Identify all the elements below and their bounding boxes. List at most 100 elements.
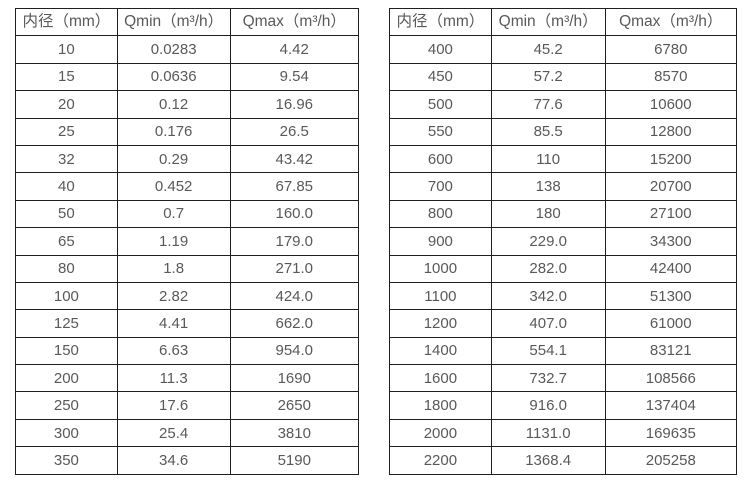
cell-qmin: 4.41	[116, 309, 231, 338]
cell-diameter: 40	[15, 172, 118, 201]
cell-qmax: 61000	[604, 309, 738, 338]
cell-qmax: 169635	[604, 418, 738, 448]
cell-qmax: 8570	[604, 62, 738, 92]
table-header: 内径（mm） Qmin（m³/h） Qmax（m³/h）	[389, 7, 738, 37]
cell-diameter: 50	[15, 199, 118, 229]
cell-diameter: 900	[389, 227, 492, 256]
cell-diameter: 1600	[389, 364, 492, 393]
column-header-qmax: Qmax（m³/h）	[604, 7, 738, 37]
cell-qmax: 34300	[604, 227, 738, 256]
cell-qmax: 5190	[229, 446, 360, 475]
table-row: 10 0.0283 4.42	[15, 35, 360, 64]
cell-qmax: 3810	[229, 418, 360, 448]
cell-qmin: 0.452	[116, 172, 231, 201]
cell-qmax: 6780	[604, 35, 738, 64]
cell-diameter: 15	[15, 62, 118, 92]
table-row: 100 2.82 424.0	[15, 281, 360, 311]
column-header-diameter: 内径（mm）	[15, 7, 118, 37]
cell-qmin: 0.0283	[116, 35, 231, 64]
table-row: 1100 342.0 51300	[389, 281, 738, 311]
cell-qmin: 282.0	[490, 254, 606, 283]
cell-diameter: 500	[389, 90, 492, 119]
table-row: 1400 554.1 83121	[389, 336, 738, 366]
cell-qmax: 10600	[604, 90, 738, 119]
table-row: 550 85.5 12800	[389, 117, 738, 146]
cell-qmax: 67.85	[229, 172, 360, 201]
cell-diameter: 400	[389, 35, 492, 64]
cell-qmin: 110	[490, 144, 606, 174]
table-row: 400 45.2 6780	[389, 35, 738, 64]
cell-diameter: 80	[15, 254, 118, 283]
cell-qmax: 137404	[604, 391, 738, 420]
table-row: 200 11.3 1690	[15, 364, 360, 393]
table-row: 800 180 27100	[389, 199, 738, 229]
cell-diameter: 20	[15, 90, 118, 119]
cell-qmax: 26.5	[229, 117, 360, 146]
cell-diameter: 1200	[389, 309, 492, 338]
table-row: 2000 1131.0 169635	[389, 418, 738, 448]
cell-qmin: 25.4	[116, 418, 231, 448]
cell-qmax: 27100	[604, 199, 738, 229]
cell-qmin: 554.1	[490, 336, 606, 366]
table-row: 300 25.4 3810	[15, 418, 360, 448]
cell-qmin: 34.6	[116, 446, 231, 475]
table-row: 125 4.41 662.0	[15, 309, 360, 338]
cell-diameter: 2200	[389, 446, 492, 475]
table-row: 700 138 20700	[389, 172, 738, 201]
cell-qmax: 954.0	[229, 336, 360, 366]
cell-qmin: 180	[490, 199, 606, 229]
table-row: 40 0.452 67.85	[15, 172, 360, 201]
cell-diameter: 1100	[389, 281, 492, 311]
table-row: 250 17.6 2650	[15, 391, 360, 420]
cell-qmax: 9.54	[229, 62, 360, 92]
cell-diameter: 25	[15, 117, 118, 146]
table-row: 1600 732.7 108566	[389, 364, 738, 393]
cell-qmin: 85.5	[490, 117, 606, 146]
table-body: 10 0.0283 4.42 15 0.0636 9.54 20 0.12 16.96 25 0.1…	[15, 35, 360, 475]
column-header-qmax: Qmax（m³/h）	[229, 7, 360, 37]
table-row: 500 77.6 10600	[389, 90, 738, 119]
table-row: 150 6.63 954.0	[15, 336, 360, 366]
cell-diameter: 1400	[389, 336, 492, 366]
cell-qmax: 20700	[604, 172, 738, 201]
cell-qmin: 916.0	[490, 391, 606, 420]
cell-qmax: 51300	[604, 281, 738, 311]
cell-diameter: 150	[15, 336, 118, 366]
cell-qmax: 1690	[229, 364, 360, 393]
table-row: 900 229.0 34300	[389, 227, 738, 256]
table-row: 350 34.6 5190	[15, 446, 360, 475]
cell-qmin: 342.0	[490, 281, 606, 311]
cell-diameter: 700	[389, 172, 492, 201]
table-row: 450 57.2 8570	[389, 62, 738, 92]
cell-diameter: 800	[389, 199, 492, 229]
flow-spec-table-small-diameters: 内径（mm） Qmin（m³/h） Qmax（m³/h） 10 0.0283 4.42 1…	[15, 7, 360, 475]
cell-qmax: 15200	[604, 144, 738, 174]
cell-qmax: 2650	[229, 391, 360, 420]
cell-qmin: 0.29	[116, 144, 231, 174]
table-row: 25 0.176 26.5	[15, 117, 360, 146]
cell-qmin: 1131.0	[490, 418, 606, 448]
cell-qmax: 108566	[604, 364, 738, 393]
cell-qmax: 662.0	[229, 309, 360, 338]
cell-qmin: 45.2	[490, 35, 606, 64]
cell-diameter: 100	[15, 281, 118, 311]
cell-qmin: 1368.4	[490, 446, 606, 475]
column-header-diameter: 内径（mm）	[389, 7, 492, 37]
cell-qmax: 4.42	[229, 35, 360, 64]
table-row: 1200 407.0 61000	[389, 309, 738, 338]
cell-qmin: 77.6	[490, 90, 606, 119]
cell-diameter: 250	[15, 391, 118, 420]
cell-diameter: 200	[15, 364, 118, 393]
cell-qmin: 6.63	[116, 336, 231, 366]
table-row: 65 1.19 179.0	[15, 227, 360, 256]
table-header: 内径（mm） Qmin（m³/h） Qmax（m³/h）	[15, 7, 360, 37]
cell-qmax: 83121	[604, 336, 738, 366]
cell-diameter: 350	[15, 446, 118, 475]
cell-qmin: 17.6	[116, 391, 231, 420]
cell-diameter: 300	[15, 418, 118, 448]
table-row: 15 0.0636 9.54	[15, 62, 360, 92]
cell-qmax: 179.0	[229, 227, 360, 256]
cell-qmax: 160.0	[229, 199, 360, 229]
cell-qmin: 1.8	[116, 254, 231, 283]
